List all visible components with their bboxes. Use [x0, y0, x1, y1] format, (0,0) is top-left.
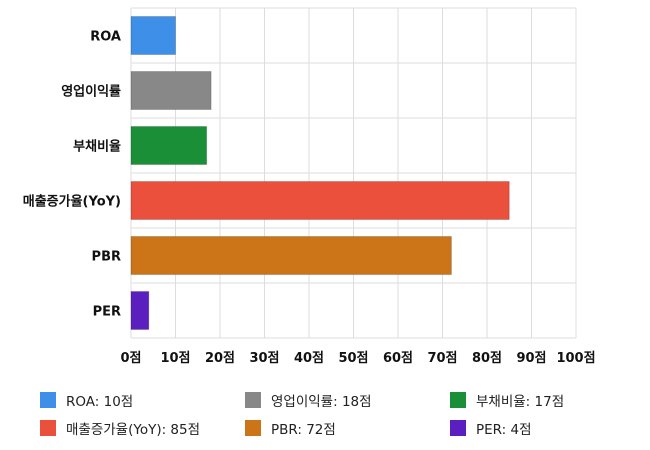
bar-2	[130, 126, 208, 165]
x-tick-label: 30점	[249, 351, 279, 366]
legend-item[interactable]: PBR: 72점	[245, 418, 450, 438]
category-label: 부채비율	[73, 139, 121, 155]
x-tick-label: 90점	[516, 351, 546, 366]
x-tick-label: 10점	[160, 351, 190, 366]
category-label: PBR	[92, 250, 121, 265]
category-label: 매출증가율(YoY)	[23, 194, 121, 210]
legend-swatch	[245, 392, 261, 408]
legend-label: ROA: 10점	[66, 394, 134, 410]
legend-item[interactable]: 부채비율: 17점	[450, 390, 620, 410]
legend-item[interactable]: ROA: 10점	[40, 390, 245, 410]
x-tick-label: 20점	[205, 351, 235, 366]
category-label: 영업이익률	[61, 84, 121, 100]
bar-1	[130, 71, 212, 110]
legend-swatch	[245, 420, 261, 436]
legend-item[interactable]: 매출증가율(YoY): 85점	[40, 418, 245, 438]
category-label: PER	[93, 305, 121, 320]
legend-swatch	[40, 392, 56, 408]
legend-item[interactable]: PER: 4점	[450, 418, 620, 438]
legend-item[interactable]: 영업이익률: 18점	[245, 390, 450, 410]
bar-5	[130, 291, 150, 330]
category-label: ROA	[90, 30, 121, 45]
x-tick-label: 100점	[556, 351, 595, 366]
legend-swatch	[450, 420, 466, 436]
bar-0	[130, 16, 176, 55]
legend-label: 매출증가율(YoY): 85점	[66, 422, 201, 438]
legend-label: PBR: 72점	[271, 422, 336, 438]
legend-swatch	[40, 420, 56, 436]
x-tick-label: 40점	[294, 351, 324, 366]
bar-3	[130, 181, 510, 220]
legend-label: PER: 4점	[476, 422, 532, 438]
x-tick-label: 50점	[338, 351, 368, 366]
legend-label: 영업이익률: 18점	[271, 394, 372, 410]
x-tick-label: 0점	[120, 351, 141, 366]
bar-4	[130, 236, 452, 275]
x-tick-label: 80점	[472, 351, 502, 366]
x-tick-label: 70점	[427, 351, 457, 366]
legend-label: 부채비율: 17점	[476, 394, 565, 410]
legend-swatch	[450, 392, 466, 408]
x-tick-label: 60점	[383, 351, 413, 366]
